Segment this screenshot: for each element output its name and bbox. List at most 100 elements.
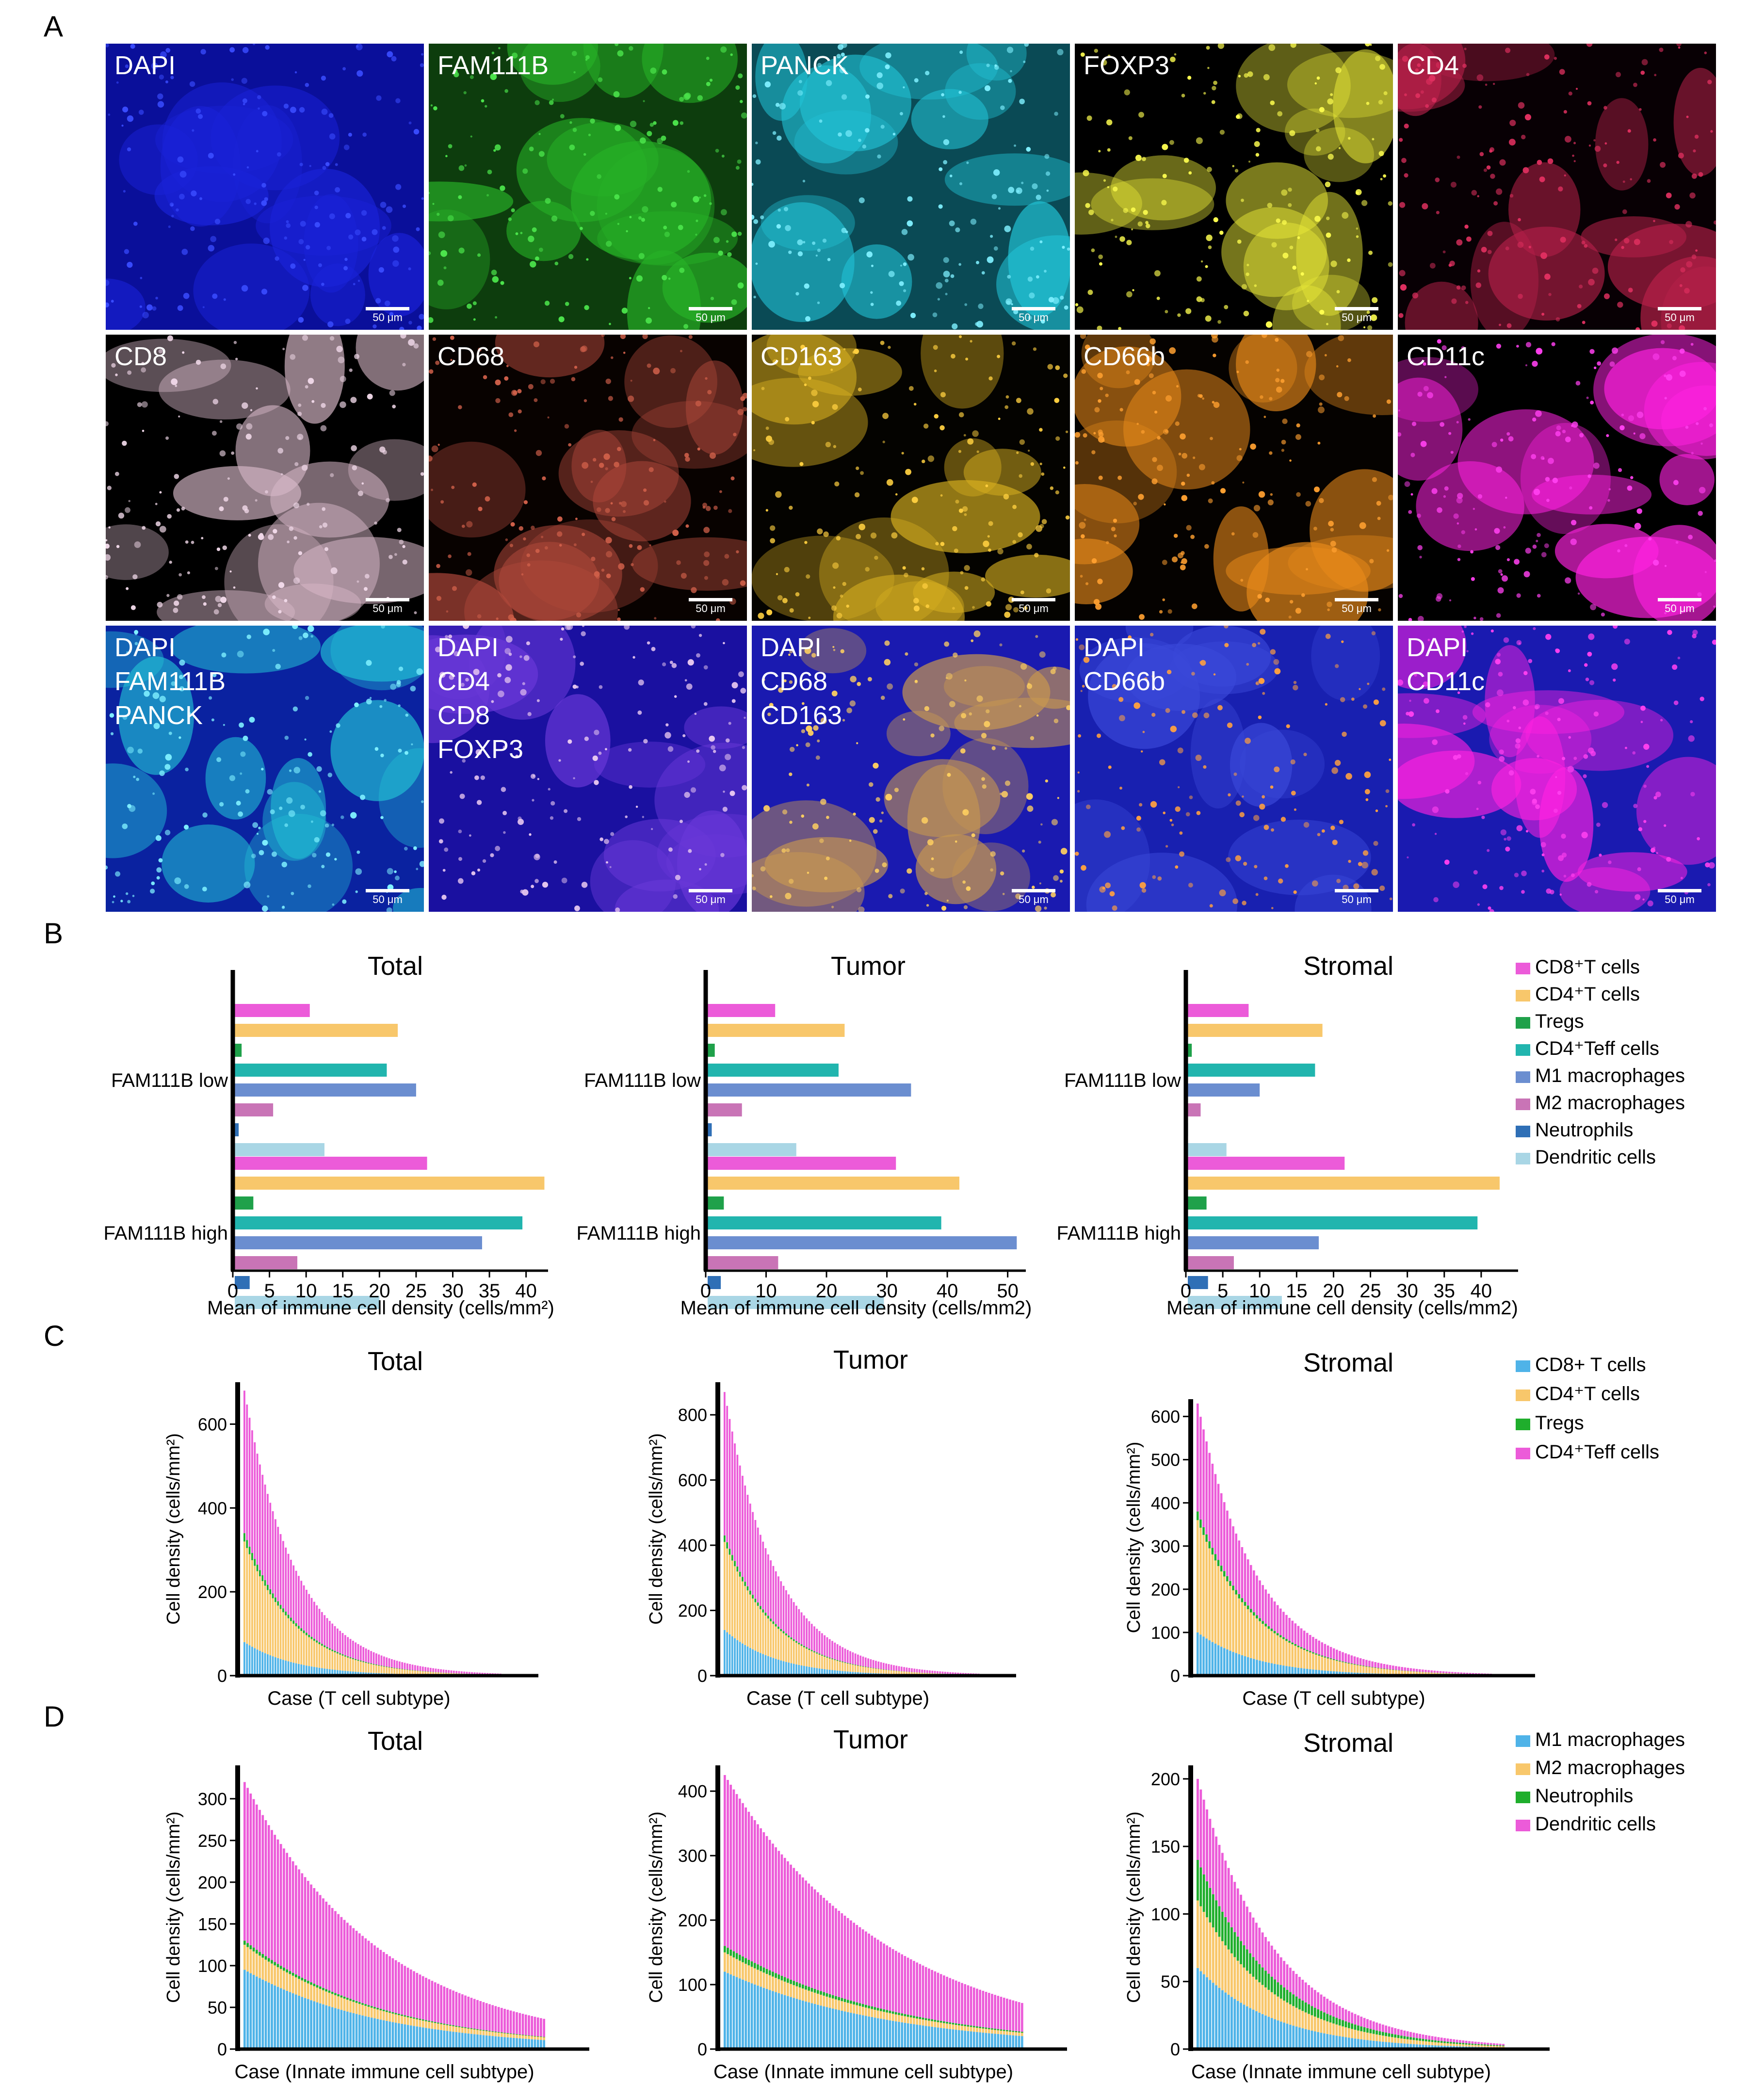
stacked-bar-segment xyxy=(1356,1657,1359,1665)
stacked-bar-segment xyxy=(277,1601,279,1606)
stacked-bar-segment xyxy=(1249,1953,1252,1974)
stacked-bar-segment xyxy=(1211,1554,1214,1642)
stacked-bar-segment xyxy=(1431,2045,1434,2049)
stacked-bar-segment xyxy=(380,1665,383,1666)
stacked-bar-segment xyxy=(1267,1594,1270,1627)
stacked-bar-segment xyxy=(1338,2025,1341,2036)
stacked-bar-segment xyxy=(985,2033,987,2049)
stacked-bar-segment xyxy=(775,1659,777,1676)
stacked-bar-segment xyxy=(1221,1853,1224,1912)
y-tick-label: 0 xyxy=(1170,2039,1180,2059)
stacked-bar-segment xyxy=(373,2007,376,2009)
x-tick-label: 35 xyxy=(1434,1280,1456,1302)
stacked-bar-segment xyxy=(857,1654,859,1665)
stacked-bar-segment xyxy=(868,2016,870,2049)
stacked-bar-segment xyxy=(352,1658,354,1660)
stacked-bar-segment xyxy=(452,1990,454,2025)
stacked-bar-segment xyxy=(1326,2014,1329,2021)
stacked-bar-segment xyxy=(313,1601,315,1639)
stacked-bar-segment xyxy=(274,1519,276,1598)
stacked-bar-segment xyxy=(871,2009,874,2017)
stacked-bar-segment xyxy=(982,2028,985,2033)
stacked-bar-segment xyxy=(1285,1641,1288,1666)
stacked-bar-segment xyxy=(952,2024,955,2030)
legend-label: Tregs xyxy=(1535,1412,1584,1434)
stacked-bar-segment xyxy=(1398,1666,1400,1670)
stacked-bar-segment xyxy=(1227,1922,1230,1950)
stacked-bar-segment xyxy=(854,1672,857,1676)
stacked-bar-segment xyxy=(256,1565,259,1571)
stacked-bar-segment xyxy=(264,1653,266,1676)
stacked-bar-segment xyxy=(970,2025,972,2027)
stacked-bar-segment xyxy=(401,2023,403,2049)
stacked-bar-segment xyxy=(909,1959,912,2016)
stacked-bar-segment xyxy=(875,1661,877,1668)
stacked-bar-segment xyxy=(834,1660,836,1671)
stacked-bar-segment xyxy=(904,1956,906,2014)
x-tick-label: 30 xyxy=(442,1280,464,1302)
stacked-bar-segment xyxy=(264,1585,266,1653)
legend-swatch xyxy=(1516,1820,1530,1831)
stacked-bar-segment xyxy=(1424,1672,1427,1675)
stacked-bar-segment xyxy=(738,1798,741,1955)
stacked-bar-segment xyxy=(524,2038,527,2049)
stacked-bar-segment xyxy=(277,1658,279,1676)
stacked-bar-segment xyxy=(443,1987,446,2024)
stacked-bar-segment xyxy=(936,1671,939,1674)
stacked-bar-segment xyxy=(388,2013,391,2022)
stacked-bar-segment xyxy=(1335,2018,1338,2025)
stacked-bar-segment xyxy=(528,2015,530,2035)
stacked-bar-segment xyxy=(271,1960,273,1964)
y-tick-label: 400 xyxy=(678,1535,707,1555)
stacked-bar-segment xyxy=(1483,2044,1486,2046)
stacked-bar-segment xyxy=(816,1629,818,1653)
stacked-bar-segment xyxy=(1327,1645,1329,1658)
stacked-bar-segment xyxy=(768,1990,771,2049)
stacked-bar-segment xyxy=(1292,1994,1295,2006)
stacked-bar-segment xyxy=(339,1654,341,1671)
stacked-bar-segment xyxy=(455,1671,458,1674)
stacked-bar-segment xyxy=(967,1985,970,2025)
stacked-bar-segment xyxy=(734,1561,736,1567)
stacked-bar-segment xyxy=(1360,2031,1363,2039)
stacked-bar-segment xyxy=(798,2000,801,2049)
stacked-bar-segment xyxy=(437,2030,439,2049)
stacked-bar-segment xyxy=(497,2033,500,2037)
legend-label: Dendritic cells xyxy=(1535,1147,1656,1168)
stacked-bar-segment xyxy=(853,1922,855,2002)
stacked-bar-segment xyxy=(757,1970,759,1986)
stacked-bar-segment xyxy=(503,2008,506,2033)
stacked-bar-segment xyxy=(926,1673,928,1675)
stacked-bar-segment xyxy=(823,1992,825,1996)
stacked-bar-segment xyxy=(931,1670,934,1673)
stacked-bar-segment xyxy=(336,1653,339,1670)
stacked-bar-segment xyxy=(772,1976,774,1991)
stacked-bar-segment xyxy=(813,1652,815,1668)
stacked-bar-segment xyxy=(1324,1670,1327,1676)
stacked-bar-segment xyxy=(297,1626,300,1629)
stacked-bar-segment xyxy=(1357,2025,1360,2031)
stacked-bar-segment xyxy=(467,2028,470,2034)
stacked-bar-segment xyxy=(397,2015,400,2023)
stacked-bar-segment xyxy=(411,1670,414,1675)
stacked-bar-segment xyxy=(243,1782,246,1941)
stacked-bar-segment xyxy=(455,1991,458,2026)
stacked-bar-segment xyxy=(1446,2043,1449,2046)
stacked-bar-segment xyxy=(1335,1661,1338,1672)
stacked-bar-segment xyxy=(251,1560,253,1647)
stacked-bar-segment xyxy=(752,1598,754,1649)
stacked-bar-segment xyxy=(1440,2045,1443,2049)
stacked-bar-segment xyxy=(455,2026,458,2032)
stacked-bar-segment xyxy=(906,1957,909,2015)
stacked-bar-segment xyxy=(279,1844,282,1966)
stacked-bar-segment xyxy=(1329,1647,1332,1659)
stacked-bar-segment xyxy=(1274,1950,1276,1980)
stacked-bar-segment xyxy=(303,1633,305,1665)
stacked-bar-segment xyxy=(1224,1860,1227,1917)
stacked-bar-segment xyxy=(427,1667,429,1672)
stacked-bar-segment xyxy=(1315,1639,1317,1654)
bar xyxy=(708,1296,884,1309)
stacked-bar-segment xyxy=(1282,1637,1285,1639)
stacked-bar-segment xyxy=(976,2028,978,2032)
stacked-bar-segment xyxy=(331,1908,334,1992)
